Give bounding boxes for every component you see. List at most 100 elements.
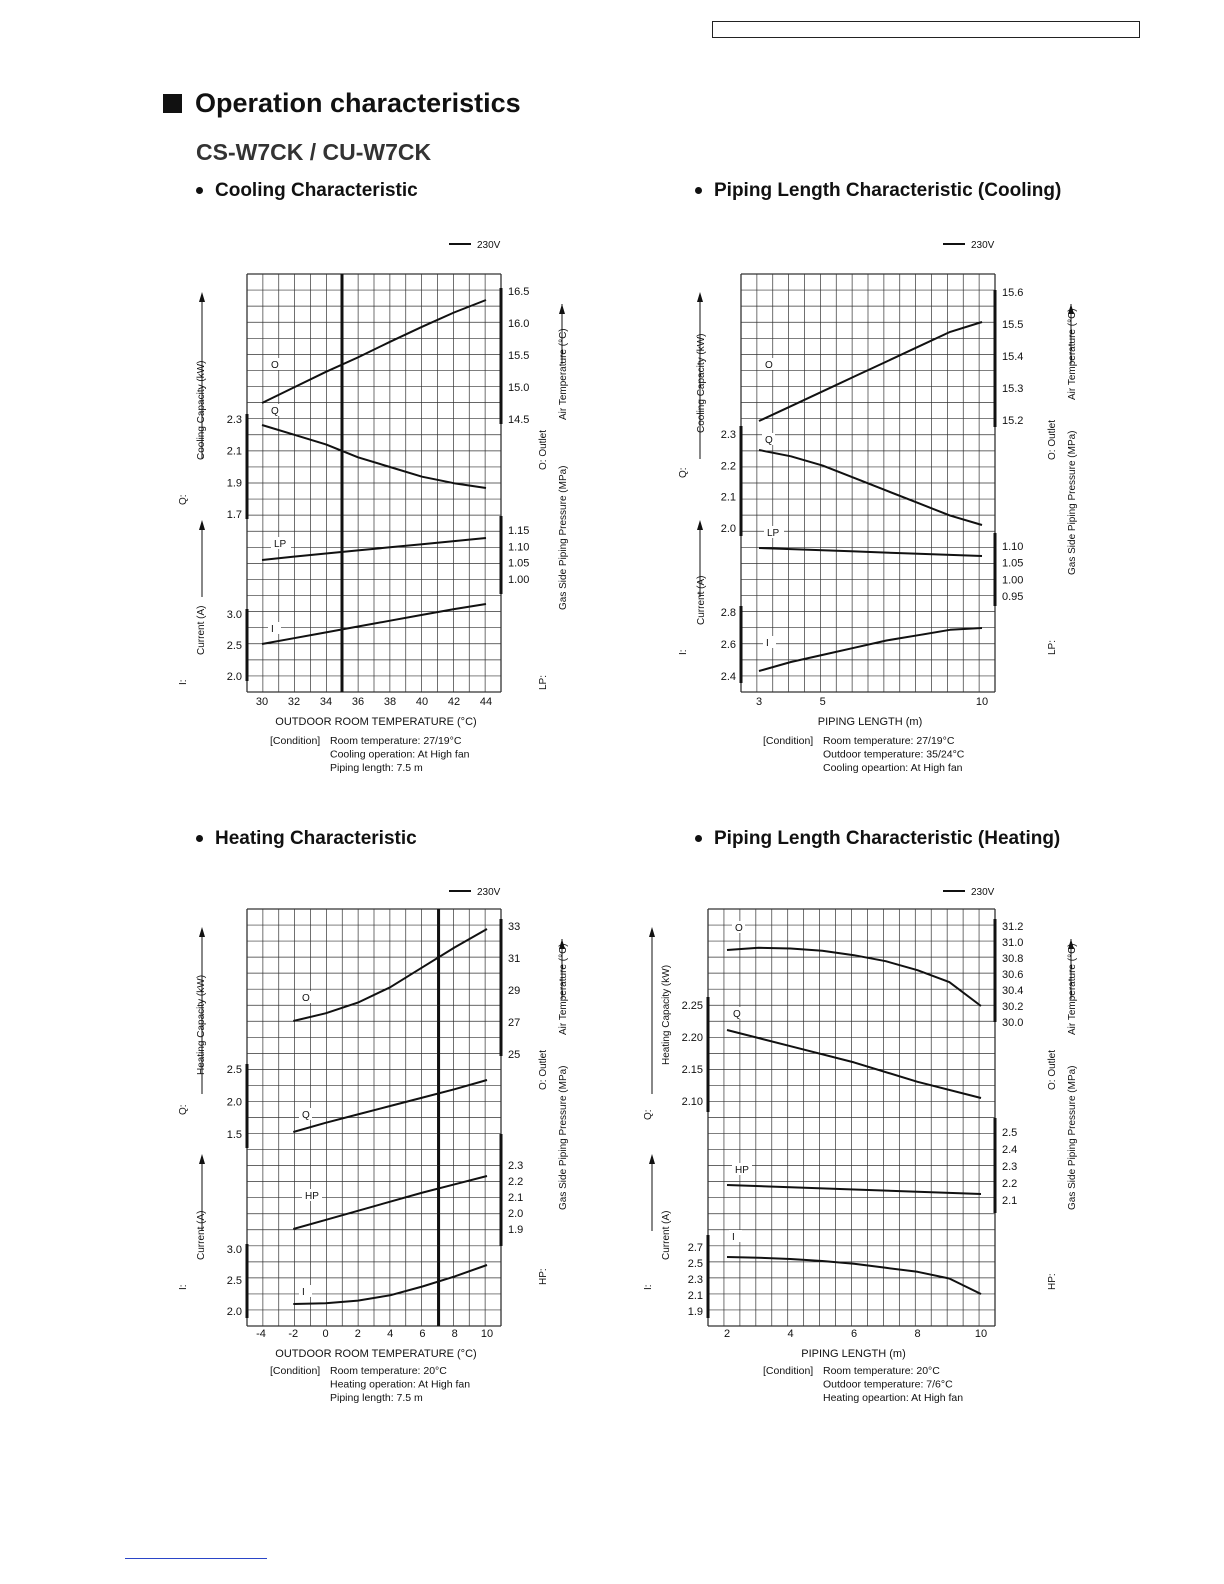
arrow-up-icon <box>559 304 565 314</box>
right-axis-prefix: LP: <box>1047 640 1058 655</box>
left-tick-label: 2.15 <box>682 1064 703 1076</box>
right-tick-label: 2.3 <box>508 1160 523 1172</box>
condition-line: Outdoor temperature: 7/6°C <box>823 1379 953 1391</box>
right-axis-title: Air Temperature (°C) <box>1067 308 1078 400</box>
bullet-icon <box>196 187 203 195</box>
x-tick-label: 32 <box>288 696 300 708</box>
series-line-lp <box>261 537 487 561</box>
condition-line: Piping length: 7.5 m <box>330 1392 423 1404</box>
left-tick-label: 2.3 <box>227 414 242 426</box>
arrow-up-icon <box>697 292 703 302</box>
page-title: Operation characteristics <box>163 88 521 119</box>
x-axis-label: PIPING LENGTH (m) <box>818 716 923 728</box>
x-axis-label: PIPING LENGTH (m) <box>801 1348 906 1360</box>
left-tick-label: 2.4 <box>721 671 736 683</box>
left-tick-label: 2.5 <box>227 1275 242 1287</box>
x-tick-label: 6 <box>851 1328 857 1340</box>
right-tick-label: 31 <box>508 953 520 965</box>
left-axis-title: Current (A) <box>661 1211 672 1260</box>
right-tick-label: 30.8 <box>1002 953 1023 965</box>
series-line-o <box>261 299 487 404</box>
series-line-lp <box>758 547 983 557</box>
x-tick-label: 10 <box>481 1328 493 1340</box>
right-tick-label: 29 <box>508 985 520 997</box>
condition-line: Room temperature: 27/19°C <box>330 735 462 747</box>
x-tick-label: 36 <box>352 696 364 708</box>
condition-line: Heating operation: At High fan <box>330 1379 470 1391</box>
right-tick-label: 14.5 <box>508 414 529 426</box>
legend-label: 230V <box>477 887 501 898</box>
right-tick-label: 2.1 <box>1002 1195 1017 1207</box>
left-tick-label: 2.0 <box>721 523 736 535</box>
left-axis-prefix: Q: <box>643 1109 654 1120</box>
right-tick-label: 2.1 <box>508 1192 523 1204</box>
right-tick-label: 1.15 <box>508 525 529 537</box>
series-line-i <box>758 627 983 672</box>
left-axis-title: Heating Capacity (kW) <box>661 965 672 1065</box>
legend-label: 230V <box>971 240 995 251</box>
right-tick-label: 30.6 <box>1002 969 1023 981</box>
left-tick-label: 2.2 <box>721 460 736 472</box>
right-axis-title: Gas Side Piping Pressure (MPa) <box>558 465 569 610</box>
x-tick-label: 5 <box>820 696 826 708</box>
series-line-i <box>261 603 487 645</box>
series-label: O <box>765 360 773 371</box>
series-line-i <box>726 1256 982 1295</box>
left-axis-prefix: I: <box>178 679 189 685</box>
right-tick-label: 1.00 <box>508 574 529 586</box>
right-tick-label: 1.00 <box>1002 574 1023 586</box>
model-name: CS-W7CK / CU-W7CK <box>196 139 432 165</box>
bullet-icon <box>196 835 203 843</box>
arrow-up-icon <box>199 927 205 937</box>
right-axis-title: Gas Side Piping Pressure (MPa) <box>1067 1065 1078 1210</box>
series-label: I <box>766 638 769 649</box>
x-tick-label: -4 <box>256 1328 266 1340</box>
left-axis-prefix: Q: <box>178 494 189 505</box>
right-tick-label: 30.2 <box>1002 1001 1023 1013</box>
series-label: O <box>302 993 310 1004</box>
right-tick-label: 25 <box>508 1049 520 1061</box>
right-tick-label: 30.4 <box>1002 985 1023 997</box>
left-tick-label: 3.0 <box>227 609 242 621</box>
condition-label: [Condition] <box>763 735 813 747</box>
series-label-bg <box>302 1189 322 1201</box>
x-tick-label: 2 <box>355 1328 361 1340</box>
left-tick-label: 2.5 <box>688 1258 703 1270</box>
x-tick-label: 4 <box>787 1328 793 1340</box>
left-tick-label: 2.5 <box>227 640 242 652</box>
right-tick-label: 33 <box>508 921 520 933</box>
right-tick-label: 16.0 <box>508 318 529 330</box>
x-tick-label: 2 <box>724 1328 730 1340</box>
arrow-up-icon <box>199 520 205 530</box>
x-tick-label: -2 <box>288 1328 298 1340</box>
left-tick-label: 2.0 <box>227 1306 242 1318</box>
left-axis-title: Current (A) <box>196 606 207 655</box>
x-tick-label: 0 <box>323 1328 329 1340</box>
right-tick-label: 0.95 <box>1002 591 1023 603</box>
x-tick-label: 4 <box>387 1328 393 1340</box>
condition-line: Piping length: 7.5 m <box>330 762 423 774</box>
series-label: I <box>302 1287 305 1298</box>
right-tick-label: 15.2 <box>1002 415 1023 427</box>
right-axis-title: Air Temperature (°C) <box>1067 943 1078 1035</box>
condition-line: Heating opeartion: At High fan <box>823 1392 963 1404</box>
series-label: HP <box>735 1165 749 1176</box>
x-tick-label: 34 <box>320 696 332 708</box>
left-tick-label: 2.1 <box>688 1290 703 1302</box>
right-tick-label: 15.6 <box>1002 287 1023 299</box>
left-tick-label: 2.0 <box>227 671 242 683</box>
right-tick-label: 31.2 <box>1002 921 1023 933</box>
left-tick-label: 2.1 <box>721 492 736 504</box>
right-tick-label: 16.5 <box>508 286 529 298</box>
series-label: Q <box>733 1009 741 1020</box>
series-label-bg <box>268 358 281 370</box>
bullet-icon <box>695 187 702 195</box>
series-label: I <box>271 624 274 635</box>
page-title-text: Operation characteristics <box>195 88 521 118</box>
condition-line: Room temperature: 20°C <box>330 1365 447 1377</box>
x-tick-label: 8 <box>914 1328 920 1340</box>
left-axis-title: Cooling Capacity (kW) <box>696 334 707 433</box>
left-tick-label: 2.3 <box>721 429 736 441</box>
chart-title-cooling: Cooling Characteristic <box>196 180 418 202</box>
